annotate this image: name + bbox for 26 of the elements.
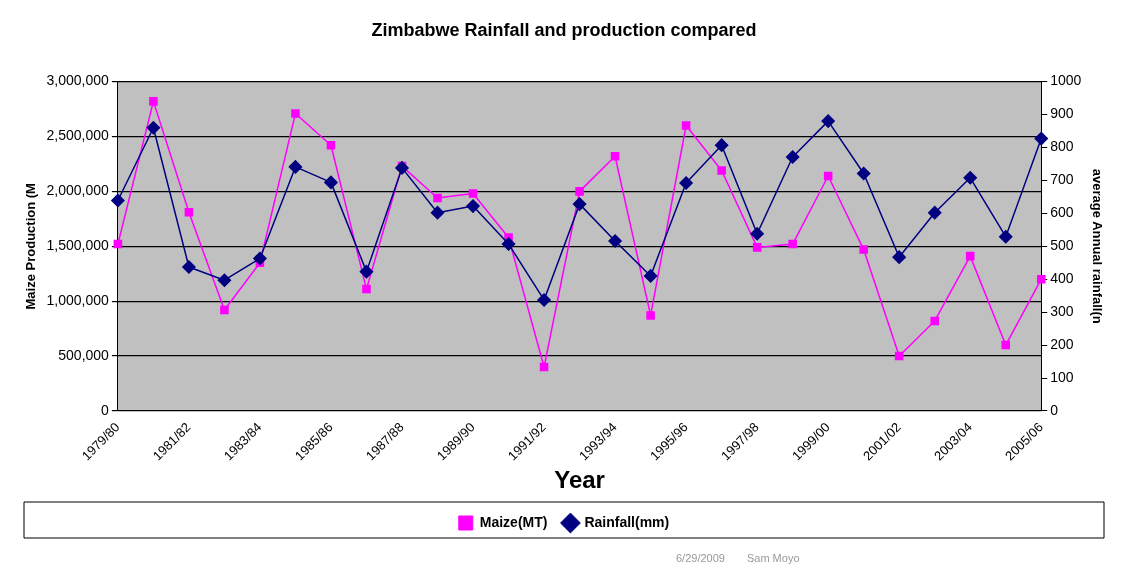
- y-tick-label: 0: [101, 401, 110, 418]
- y-tick-label: 2,000,000: [46, 182, 110, 199]
- y2-tick-label: 600: [1050, 204, 1074, 221]
- y2-tick-label: 1000: [1050, 72, 1082, 89]
- y-tick-label: 500,000: [58, 346, 110, 363]
- chart-title: Zimbabwe Rainfall and production compared: [371, 19, 757, 40]
- y2-tick-label: 200: [1050, 335, 1074, 352]
- legend-label: Maize(MT): [479, 513, 548, 530]
- y2-tick-label: 300: [1050, 303, 1074, 319]
- y2-tick-label: 0: [1050, 401, 1059, 418]
- y2-tick-label: 900: [1050, 105, 1074, 122]
- y2-tick-label: 700: [1050, 171, 1074, 188]
- x-axis-title: Year: [554, 466, 605, 494]
- y-tick-label: 1,000,000: [46, 292, 110, 309]
- y-tick-label: 3,000,000: [46, 72, 110, 89]
- y-tick-label: 2,500,000: [46, 127, 110, 144]
- text: Sam Moyo: [746, 552, 800, 564]
- y-tick-label: 1,500,000: [46, 237, 110, 254]
- y2-axis-title: average Annual rainfall(n: [1089, 168, 1105, 324]
- y2-tick-label: 400: [1050, 270, 1074, 287]
- y2-tick-label: 100: [1050, 368, 1074, 385]
- y2-tick-label: 500: [1050, 237, 1074, 254]
- y-axis-title: Maize Production (M: [23, 183, 39, 310]
- text: 6/29/2009: [676, 552, 725, 564]
- y2-tick-label: 800: [1050, 138, 1074, 155]
- legend-label: Rainfall(mm): [584, 513, 670, 530]
